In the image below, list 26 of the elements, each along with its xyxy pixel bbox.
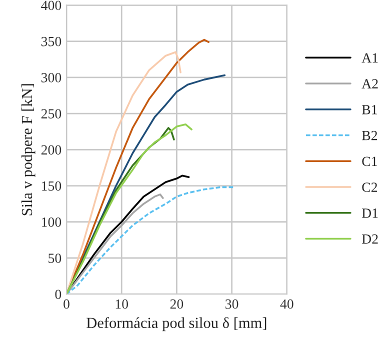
x-tick-label: 10 (116, 299, 128, 309)
x-tick-label: 30 (226, 299, 238, 309)
legend-label: D1 (362, 208, 378, 218)
x-tick-label: 40 (280, 299, 294, 309)
legend-label: B2 (362, 130, 378, 140)
legend-label: D2 (362, 234, 378, 244)
legend-label: C1 (362, 156, 377, 166)
y-axis-title: Sila v podpere F [kN] (21, 84, 36, 216)
y-tick-label: 150 (42, 181, 62, 191)
y-tick-label: 400 (41, 0, 62, 10)
legend-label: C2 (362, 182, 378, 192)
line-series (66, 186, 236, 294)
y-tick-label: 300 (41, 72, 62, 82)
legend-label: A2 (362, 79, 378, 88)
x-tick-label: 20 (170, 299, 184, 309)
line-series (66, 123, 192, 294)
x-axis-title: Deformácia pod silou δ [mm] (86, 317, 266, 332)
legend-label: A1 (362, 53, 378, 62)
y-tick-label: 250 (41, 109, 62, 118)
y-tick-label: 200 (41, 145, 62, 155)
legend-label: B1 (362, 105, 377, 114)
y-tick-label: 100 (42, 217, 62, 227)
y-tick-label: 50 (48, 254, 62, 263)
y-tick-label: 0 (55, 290, 62, 300)
y-tick-label: 350 (41, 36, 62, 46)
x-tick-label: 0 (64, 299, 70, 309)
